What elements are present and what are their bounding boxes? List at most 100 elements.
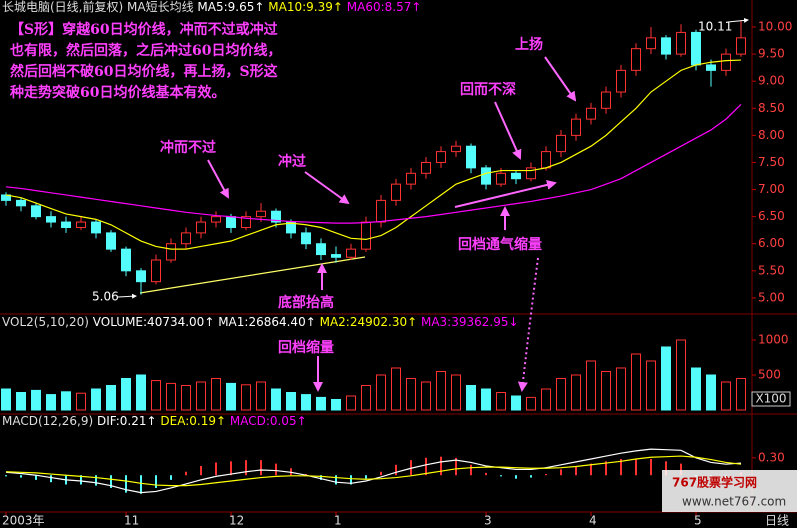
- arrow: [544, 56, 577, 102]
- candle-body: [76, 221, 86, 228]
- volume-bar: [196, 381, 206, 411]
- candle-body: [346, 248, 356, 258]
- arrow: [454, 180, 557, 208]
- watermark-box: [662, 470, 797, 512]
- annotation: 底部抬高: [278, 294, 334, 311]
- unit-label: X100: [755, 392, 786, 406]
- candle-body: [616, 69, 626, 93]
- arrow: [727, 17, 749, 23]
- annotation: 回档通气缩量: [458, 236, 542, 253]
- volume-bar: [526, 396, 536, 411]
- volume-bar: [16, 391, 26, 411]
- vol-header: VOL2(5,10,20) VOLUME:40734.00↑ MA1:26864…: [2, 315, 519, 329]
- ma-line: [5, 448, 742, 494]
- candle-body: [631, 48, 641, 71]
- note-line: 然后回档不破60日均价线，再上扬，S形这: [10, 63, 278, 80]
- volume-bar: [646, 360, 656, 411]
- volume-bar: [571, 374, 581, 411]
- x-tick-label: 1: [334, 514, 342, 528]
- y-tick-label: 5.50: [758, 263, 785, 277]
- x-tick-label: 12: [229, 514, 244, 528]
- candle-body: [556, 134, 566, 153]
- volume-bar: [271, 388, 281, 411]
- volume-bar: [706, 374, 716, 411]
- low-label: 5.06: [92, 290, 119, 304]
- candle-body: [316, 243, 326, 256]
- y-tick-label: 5.00: [758, 290, 785, 304]
- note-line: 【S形】穿越60日均价线，冲而不过或冲过: [10, 21, 278, 38]
- annotation: 冲过: [278, 153, 306, 170]
- x-tick-label: 5: [694, 514, 702, 528]
- candle-body: [661, 37, 671, 55]
- annotations: 【S形】穿越60日均价线，冲而不过或冲过 也有限，然后回落，之后冲过60日均价线…: [9, 17, 749, 392]
- candle-body: [586, 107, 596, 120]
- arrow: [117, 293, 137, 299]
- volume-bar: [121, 377, 131, 411]
- volume-bar: [541, 388, 551, 411]
- candle-body: [601, 91, 611, 109]
- candle-body: [16, 199, 26, 207]
- candle-body: [121, 248, 131, 272]
- candle-body: [391, 183, 401, 201]
- volume-bar: [76, 392, 86, 411]
- annotation: 回而不深: [460, 81, 516, 98]
- volume-bar: [436, 370, 446, 411]
- volume-bar: [226, 382, 236, 411]
- volume-bar: [421, 381, 431, 411]
- y-tick-label: 7.50: [758, 155, 785, 169]
- watermark: 767股票学习网 www.net767.com: [662, 470, 797, 512]
- x-tick-label: 4: [589, 514, 597, 528]
- annotation: 回档缩量: [278, 339, 334, 356]
- trend-line: [139, 256, 366, 294]
- candle-body: [526, 167, 536, 180]
- candle-body: [481, 167, 491, 185]
- annotation: 上扬: [515, 36, 543, 53]
- arrow: [517, 257, 539, 392]
- volume-bar: [346, 395, 356, 411]
- candle-body: [361, 221, 371, 250]
- y-tick-label: 0.30: [758, 450, 785, 464]
- candle-body: [106, 232, 116, 250]
- candle-body: [466, 145, 476, 169]
- y-tick-label: 6.00: [758, 236, 785, 250]
- candle-body: [706, 64, 716, 71]
- y-tick-label: 9.50: [758, 47, 785, 61]
- volume-bar: [376, 374, 386, 411]
- candle-body: [571, 118, 581, 136]
- candle-body: [691, 31, 701, 66]
- volume-bar: [601, 370, 611, 411]
- y-tick-label: 6.50: [758, 209, 785, 223]
- watermark-title: 767股票学习网: [672, 475, 757, 490]
- candle-body: [151, 259, 161, 283]
- volume-bar: [46, 394, 56, 411]
- candle-body: [271, 210, 281, 223]
- volume-bar: [616, 367, 626, 411]
- volume-bar: [31, 389, 41, 411]
- candle-body: [196, 221, 206, 234]
- candle-body: [676, 31, 686, 55]
- volume-bar: [586, 360, 596, 411]
- header: 长城电脑(日线,前复权) MA短长均线 MA5:9.65↑ MA10:9.39↑…: [2, 0, 421, 14]
- volume-bar: [451, 374, 461, 411]
- volume-bar: [151, 380, 161, 411]
- candle-body: [241, 216, 251, 228]
- volume-bar: [61, 391, 71, 411]
- volume-bar: [91, 388, 101, 411]
- arrow: [207, 159, 229, 199]
- y-tick-label: 8.50: [758, 101, 785, 115]
- candle-body: [646, 37, 656, 50]
- candle-body: [511, 172, 521, 180]
- volume-bar: [106, 384, 116, 411]
- candle-body: [166, 243, 176, 261]
- unit-box: [751, 391, 791, 407]
- candle-body: [451, 145, 461, 153]
- y-tick-label: 7.00: [758, 182, 785, 196]
- ma-line: [5, 59, 742, 250]
- x-tick-label: 11: [124, 514, 139, 528]
- arrow: [304, 171, 350, 205]
- volume-bar: [301, 394, 311, 411]
- volume-bar: [496, 391, 506, 411]
- high-label: 10.11: [698, 20, 732, 34]
- candle-body: [331, 254, 341, 258]
